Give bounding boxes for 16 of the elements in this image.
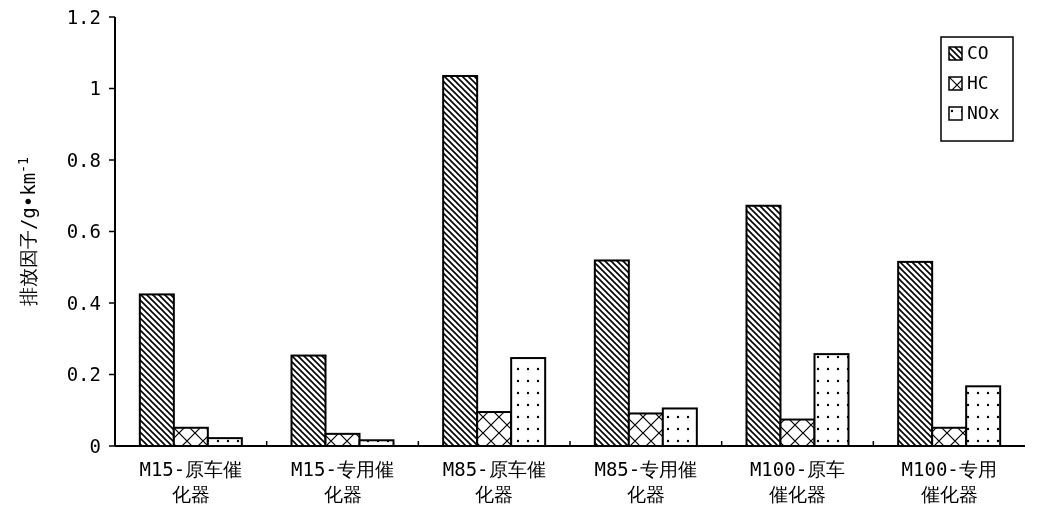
- y-tick-label: 0.4: [66, 291, 101, 314]
- x-tick-label: M15-原车催化器: [139, 458, 243, 505]
- x-tick-label: M85-原车催化器: [442, 458, 546, 505]
- y-tick-label: 0.2: [66, 363, 101, 386]
- x-tick-label: M100-专用催化器: [901, 458, 997, 505]
- legend-label: HC: [967, 72, 989, 93]
- legend-label: CO: [967, 42, 989, 63]
- y-tick-label: 1.2: [66, 5, 101, 28]
- y-tick-label: 1: [89, 77, 101, 100]
- x-tick-label: M100-原车催化器: [749, 458, 846, 505]
- y-tick-label: 0.6: [66, 220, 101, 243]
- x-tick-label: M15-专用催化器: [291, 458, 394, 505]
- x-tick-label: M85-专用催化器: [594, 458, 698, 505]
- y-tick-label: 0.8: [66, 148, 101, 171]
- y-tick-label: 0: [89, 434, 101, 457]
- legend-label: NOx: [967, 102, 1000, 123]
